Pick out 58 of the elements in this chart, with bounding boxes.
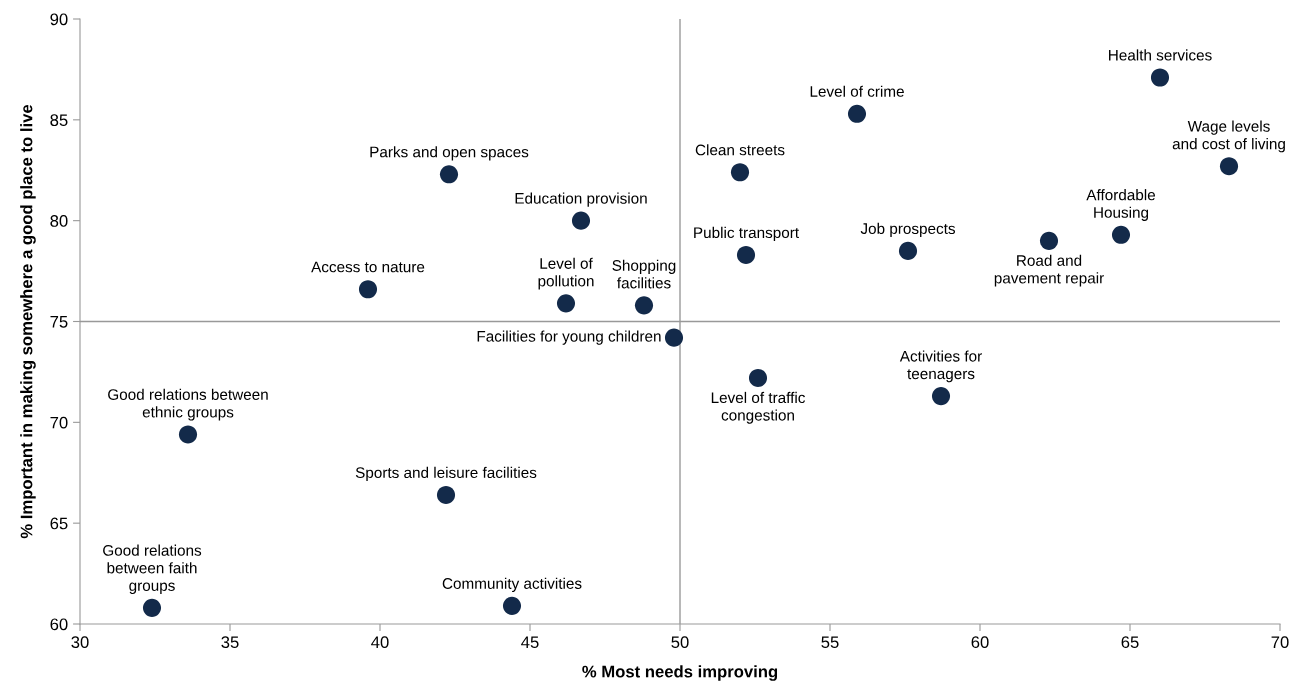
point — [748, 368, 768, 388]
annotation: Community activities — [442, 577, 582, 592]
y-tick-label: 60 — [50, 618, 68, 631]
point — [358, 280, 378, 299]
annotation: Activities for teenagers — [899, 350, 982, 383]
annotation: Parks and open spaces — [370, 146, 529, 161]
annotation: Wage levels and cost of living — [1172, 120, 1285, 153]
point — [1150, 68, 1170, 87]
y-axis-title: % Important in making somewhere a good place to live — [20, 104, 36, 539]
y-tick-label: 90 — [50, 13, 68, 26]
point — [1111, 225, 1131, 244]
x-tick-label: 45 — [521, 636, 539, 649]
annotation: Clean streets — [695, 144, 785, 156]
point — [736, 245, 756, 264]
point — [664, 328, 684, 347]
point — [847, 104, 867, 123]
annotation: Level of traffic congestion — [711, 391, 806, 424]
y-tick-label: 85 — [50, 114, 68, 127]
x-tick-label: 40 — [371, 636, 389, 649]
point — [1039, 231, 1059, 250]
point — [436, 485, 456, 504]
point — [634, 296, 654, 315]
point — [1219, 157, 1239, 176]
y-tick-label: 65 — [50, 517, 68, 530]
y-tick-label: 75 — [50, 316, 68, 328]
annotation: Facilities for young children — [477, 330, 661, 345]
annotation: Health services — [1109, 49, 1212, 61]
annotation: Good relations between ethnic groups — [108, 388, 268, 421]
x-tick-label: 65 — [1121, 636, 1139, 649]
y-tick-label: 80 — [50, 215, 68, 227]
x-axis-title: % Most needs improving — [582, 665, 778, 681]
point — [931, 387, 951, 406]
x-tick-label: 30 — [71, 636, 89, 649]
annotation: Public transport — [694, 226, 799, 242]
x-tick-label: 50 — [671, 636, 689, 649]
y-tick-label: 70 — [50, 416, 68, 429]
x-tick-label: 70 — [1271, 636, 1289, 649]
x-tick-label: 35 — [221, 636, 239, 649]
annotation: Level of pollution — [538, 257, 594, 290]
point — [556, 294, 576, 313]
annotation: Road and pavement repair — [994, 254, 1104, 287]
annotation: Access to nature — [311, 261, 425, 273]
annotation: Good relations between faith groups — [103, 544, 202, 594]
annotation: Job prospects — [860, 222, 956, 238]
point — [502, 596, 522, 615]
annotation: Affordable Housing — [1086, 189, 1156, 221]
point — [571, 211, 591, 230]
x-tick-label: 60 — [971, 636, 989, 649]
point — [439, 165, 459, 184]
annotation: Education provision — [515, 192, 647, 207]
x-tick-label: 55 — [821, 636, 839, 649]
annotation: Sports and leisure facilities — [355, 466, 537, 482]
point — [898, 241, 918, 260]
point — [178, 425, 198, 444]
annotation: Shopping facilities — [612, 259, 676, 289]
point — [142, 598, 162, 617]
point — [730, 163, 750, 182]
annotation: Level of crime — [810, 85, 904, 97]
